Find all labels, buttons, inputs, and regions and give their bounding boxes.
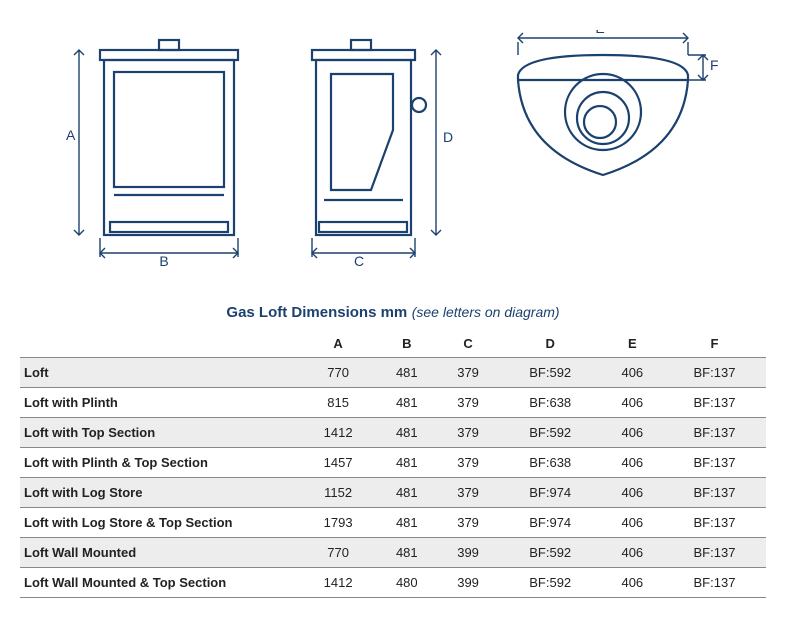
table-cell: 406 — [602, 568, 663, 598]
table-cell: 481 — [376, 508, 437, 538]
table-row: Loft770481379BF:592406BF:137 — [20, 358, 766, 388]
side-view: CD — [291, 30, 461, 270]
table-cell: 481 — [376, 478, 437, 508]
col-header: E — [602, 330, 663, 358]
svg-text:A: A — [66, 127, 76, 143]
table-cell: Loft with Plinth & Top Section — [20, 448, 300, 478]
table-cell: 379 — [437, 448, 498, 478]
table-cell: 379 — [437, 508, 498, 538]
front-view: AB — [64, 30, 264, 270]
table-cell: BF:137 — [663, 388, 766, 418]
table-cell: 481 — [376, 358, 437, 388]
table-cell: BF:137 — [663, 508, 766, 538]
table-cell: BF:137 — [663, 358, 766, 388]
table-cell: 399 — [437, 538, 498, 568]
table-cell: Loft with Top Section — [20, 418, 300, 448]
table-cell: 1412 — [300, 568, 376, 598]
table-cell: BF:974 — [499, 478, 602, 508]
col-header: A — [300, 330, 376, 358]
svg-text:F: F — [710, 57, 719, 73]
table-cell: BF:137 — [663, 568, 766, 598]
top-view: EF — [488, 30, 723, 200]
dimensions-table: ABCDEF Loft770481379BF:592406BF:137Loft … — [20, 330, 766, 598]
table-cell: 379 — [437, 478, 498, 508]
table-cell: BF:137 — [663, 478, 766, 508]
table-cell: BF:137 — [663, 538, 766, 568]
table-cell: BF:638 — [499, 448, 602, 478]
col-header: C — [437, 330, 498, 358]
title-row: Gas Loft Dimensions mm (see letters on d… — [20, 290, 766, 330]
table-row: Loft Wall Mounted770481399BF:592406BF:13… — [20, 538, 766, 568]
col-header — [20, 330, 300, 358]
col-header: D — [499, 330, 602, 358]
table-row: Loft with Plinth815481379BF:638406BF:137 — [20, 388, 766, 418]
table-cell: 406 — [602, 478, 663, 508]
svg-text:D: D — [443, 129, 453, 145]
table-cell: 770 — [300, 358, 376, 388]
table-title: Gas Loft Dimensions mm — [226, 304, 407, 321]
table-row: Loft with Log Store1152481379BF:974406BF… — [20, 478, 766, 508]
table-cell: BF:592 — [499, 538, 602, 568]
table-cell: 406 — [602, 418, 663, 448]
front-view-svg: AB — [64, 30, 264, 270]
table-cell: 1412 — [300, 418, 376, 448]
table-row: Loft Wall Mounted & Top Section141248039… — [20, 568, 766, 598]
table-cell: 481 — [376, 418, 437, 448]
table-cell: Loft Wall Mounted — [20, 538, 300, 568]
col-header: F — [663, 330, 766, 358]
table-cell: 481 — [376, 448, 437, 478]
table-head: ABCDEF — [20, 330, 766, 358]
table-cell: 379 — [437, 358, 498, 388]
table-cell: 406 — [602, 448, 663, 478]
svg-text:C: C — [353, 253, 363, 269]
table-cell: 406 — [602, 358, 663, 388]
table-cell: 406 — [602, 388, 663, 418]
table-cell: 399 — [437, 568, 498, 598]
table-cell: Loft Wall Mounted & Top Section — [20, 568, 300, 598]
table-cell: 770 — [300, 538, 376, 568]
table-cell: BF:592 — [499, 358, 602, 388]
table-cell: 481 — [376, 538, 437, 568]
col-header: B — [376, 330, 437, 358]
table-row: Loft with Top Section1412481379BF:592406… — [20, 418, 766, 448]
table-cell: BF:137 — [663, 448, 766, 478]
top-view-svg: EF — [488, 30, 723, 200]
table-cell: 379 — [437, 388, 498, 418]
table-body: Loft770481379BF:592406BF:137Loft with Pl… — [20, 358, 766, 598]
table-row: Loft with Plinth & Top Section1457481379… — [20, 448, 766, 478]
table-cell: BF:137 — [663, 418, 766, 448]
svg-text:B: B — [159, 253, 168, 269]
table-cell: Loft — [20, 358, 300, 388]
table-cell: 815 — [300, 388, 376, 418]
table-cell: BF:592 — [499, 418, 602, 448]
table-row: Loft with Log Store & Top Section1793481… — [20, 508, 766, 538]
table-cell: 481 — [376, 388, 437, 418]
table-cell: 1457 — [300, 448, 376, 478]
table-cell: 1793 — [300, 508, 376, 538]
table-subtitle: (see letters on diagram) — [412, 304, 560, 320]
table-cell: BF:638 — [499, 388, 602, 418]
table-cell: 1152 — [300, 478, 376, 508]
diagram-area: AB CD EF — [20, 20, 766, 290]
table-cell: Loft with Log Store — [20, 478, 300, 508]
table-cell: BF:592 — [499, 568, 602, 598]
table-cell: Loft with Plinth — [20, 388, 300, 418]
svg-text:E: E — [595, 30, 604, 36]
table-cell: BF:974 — [499, 508, 602, 538]
table-cell: 406 — [602, 508, 663, 538]
table-cell: 406 — [602, 538, 663, 568]
table-cell: 379 — [437, 418, 498, 448]
table-cell: 480 — [376, 568, 437, 598]
table-cell: Loft with Log Store & Top Section — [20, 508, 300, 538]
side-view-svg: CD — [291, 30, 461, 270]
